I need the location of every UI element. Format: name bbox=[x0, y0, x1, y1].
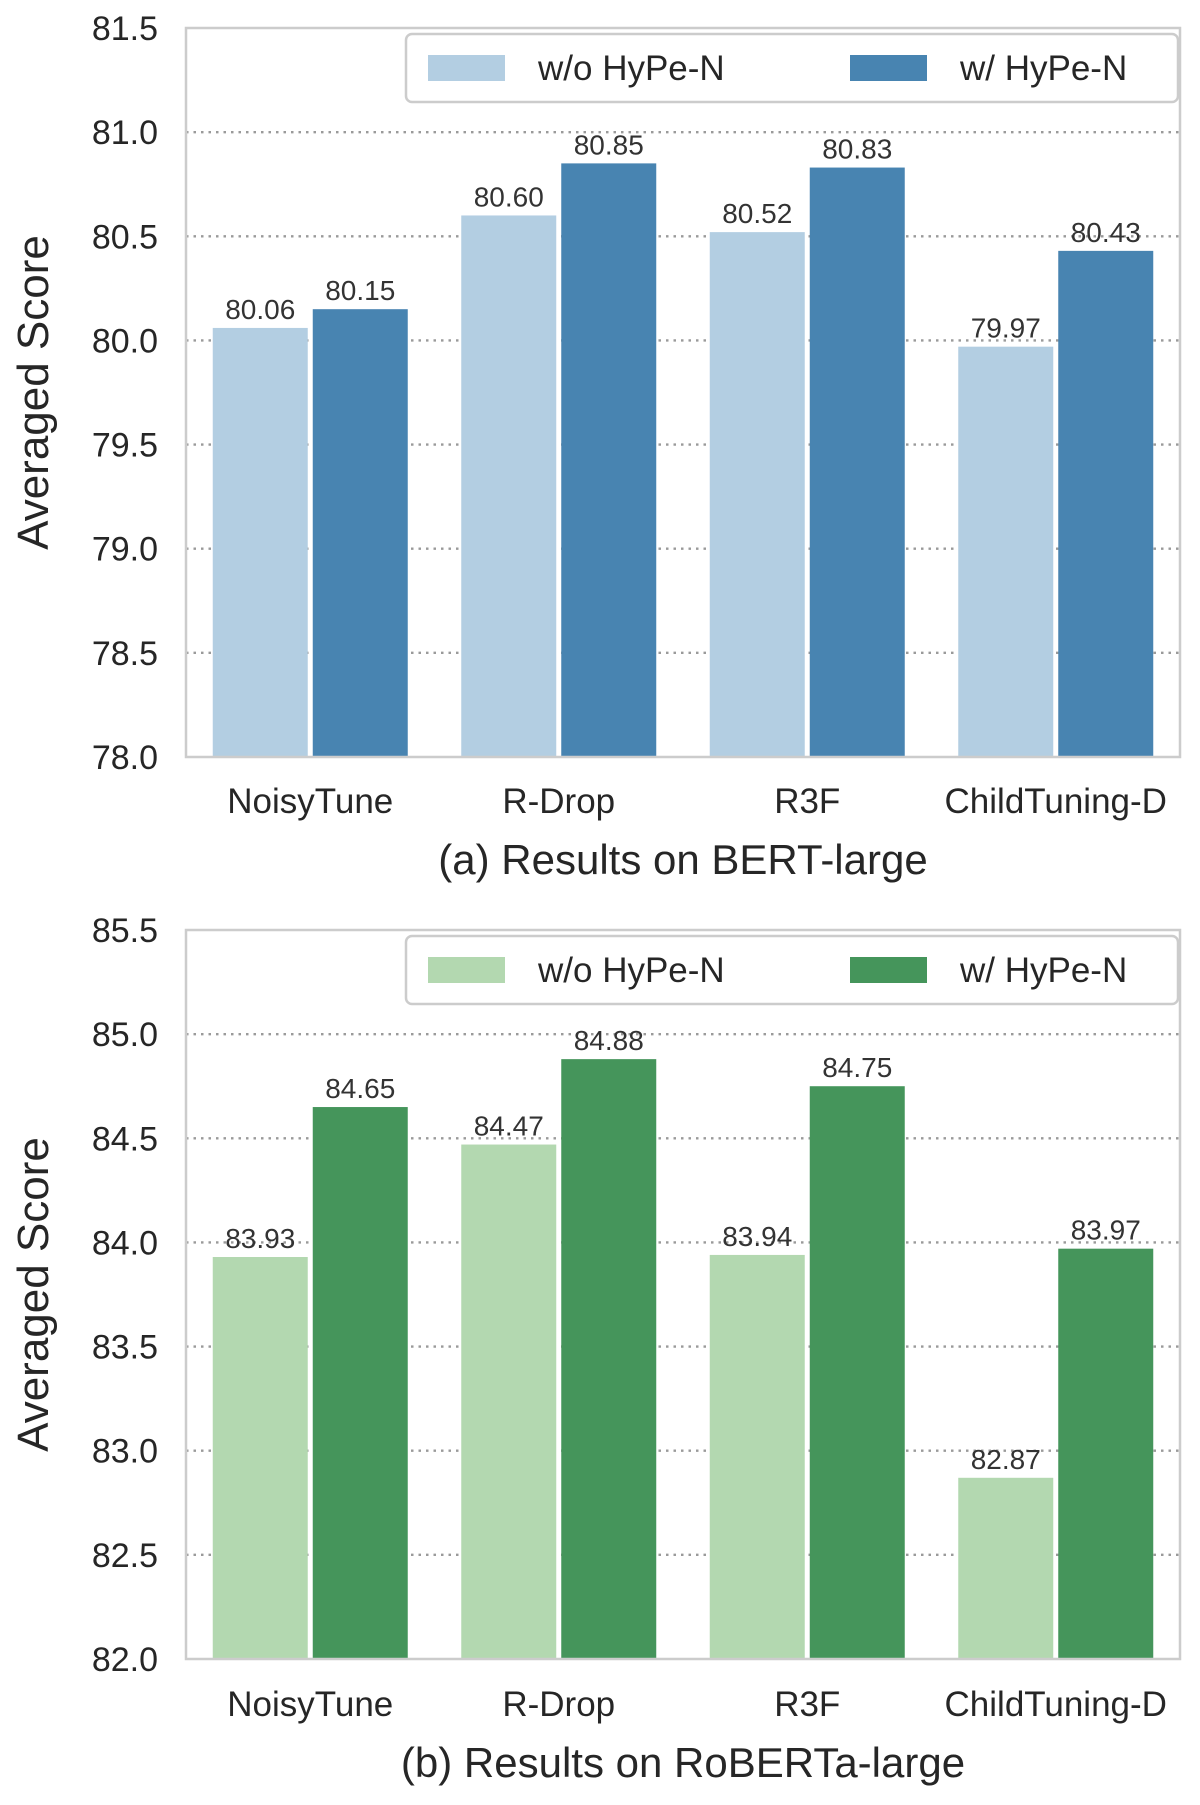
y-tick-label: 84.0 bbox=[92, 1224, 158, 1262]
bar-without-1 bbox=[461, 215, 557, 757]
legend: w/o HyPe-N w/ HyPe-N bbox=[404, 934, 1180, 1006]
x-tick-label: R3F bbox=[774, 1685, 840, 1724]
y-tick-label: 84.5 bbox=[92, 1120, 158, 1158]
y-tick-label: 81.5 bbox=[92, 10, 158, 48]
legend: w/o HyPe-N w/ HyPe-N bbox=[404, 32, 1180, 104]
chart-panel-1: 83.93 84.65 NoisyTune 84.47 84.88 R-Drop 83.94… bbox=[9, 912, 1182, 1786]
y-axis-label: Averaged Score bbox=[9, 1137, 58, 1452]
legend-box bbox=[404, 32, 1180, 104]
bar-without-2 bbox=[709, 232, 805, 757]
chart-caption: (b) Results on RoBERTa-large bbox=[401, 1739, 965, 1786]
y-tick-label: 78.5 bbox=[92, 635, 158, 673]
bar-without-2 bbox=[709, 1254, 805, 1659]
legend-swatch bbox=[428, 55, 505, 81]
bar-with-2 bbox=[809, 1086, 905, 1659]
y-tick-label: 83.5 bbox=[92, 1329, 158, 1367]
data-label: 83.93 bbox=[225, 1223, 295, 1254]
legend-label: w/ HyPe-N bbox=[959, 951, 1127, 990]
data-label: 82.87 bbox=[971, 1444, 1041, 1475]
x-tick-label: NoisyTune bbox=[227, 1685, 393, 1724]
data-label: 80.85 bbox=[574, 129, 644, 160]
bar-with-1 bbox=[561, 1059, 657, 1659]
plot-frame bbox=[184, 928, 1182, 1661]
legend-label: w/ HyPe-N bbox=[959, 49, 1127, 88]
bar-with-0 bbox=[312, 1107, 408, 1659]
x-tick-label: R3F bbox=[774, 782, 840, 821]
bar-with-3 bbox=[1058, 1248, 1154, 1659]
data-label: 83.97 bbox=[1071, 1215, 1141, 1246]
legend-box bbox=[404, 934, 1180, 1006]
bar-without-1 bbox=[461, 1144, 557, 1659]
data-label: 84.65 bbox=[325, 1073, 395, 1104]
bar-without-3 bbox=[958, 346, 1054, 757]
plot-frame bbox=[184, 26, 1182, 759]
bar-without-0 bbox=[212, 327, 308, 757]
bar-with-2 bbox=[809, 167, 905, 758]
legend-swatch bbox=[428, 957, 505, 983]
chart-panel-0: 80.06 80.15 NoisyTune 80.60 80.85 R-Drop 80.52… bbox=[9, 10, 1182, 883]
y-tick-label: 80.0 bbox=[92, 322, 158, 360]
data-label: 80.60 bbox=[474, 181, 544, 212]
y-tick-label: 79.0 bbox=[92, 531, 158, 569]
data-label: 83.94 bbox=[722, 1221, 792, 1252]
bar-with-0 bbox=[312, 309, 408, 757]
x-tick-label: R-Drop bbox=[502, 1685, 615, 1724]
x-tick-label: ChildTuning-D bbox=[945, 782, 1167, 821]
bar-without-0 bbox=[212, 1257, 308, 1659]
y-tick-label: 78.0 bbox=[92, 739, 158, 777]
data-label: 80.43 bbox=[1071, 217, 1141, 248]
y-tick-label: 80.5 bbox=[92, 218, 158, 256]
y-tick-label: 81.0 bbox=[92, 114, 158, 152]
data-label: 84.47 bbox=[474, 1111, 544, 1142]
data-label: 79.97 bbox=[971, 313, 1041, 344]
y-tick-label: 82.0 bbox=[92, 1641, 158, 1679]
chart-caption: (a) Results on BERT-large bbox=[438, 836, 927, 883]
legend-label: w/o HyPe-N bbox=[537, 951, 725, 990]
data-label: 84.88 bbox=[574, 1025, 644, 1056]
bar-without-3 bbox=[958, 1477, 1054, 1659]
x-tick-label: R-Drop bbox=[502, 782, 615, 821]
legend-swatch bbox=[850, 55, 927, 81]
legend-swatch bbox=[850, 957, 927, 983]
x-tick-label: NoisyTune bbox=[227, 782, 393, 821]
data-label: 80.15 bbox=[325, 275, 395, 306]
data-label: 80.06 bbox=[225, 294, 295, 325]
x-tick-label: ChildTuning-D bbox=[945, 1685, 1167, 1724]
bar-with-1 bbox=[561, 163, 657, 757]
y-tick-label: 85.5 bbox=[92, 912, 158, 950]
y-axis-label: Averaged Score bbox=[9, 235, 58, 550]
data-label: 80.83 bbox=[822, 134, 892, 165]
data-label: 80.52 bbox=[722, 198, 792, 229]
y-tick-label: 85.0 bbox=[92, 1016, 158, 1054]
data-label: 84.75 bbox=[822, 1052, 892, 1083]
bar-with-3 bbox=[1058, 250, 1154, 757]
y-tick-label: 83.0 bbox=[92, 1433, 158, 1471]
legend-label: w/o HyPe-N bbox=[537, 49, 725, 88]
y-tick-label: 82.5 bbox=[92, 1537, 158, 1575]
y-tick-label: 79.5 bbox=[92, 427, 158, 465]
